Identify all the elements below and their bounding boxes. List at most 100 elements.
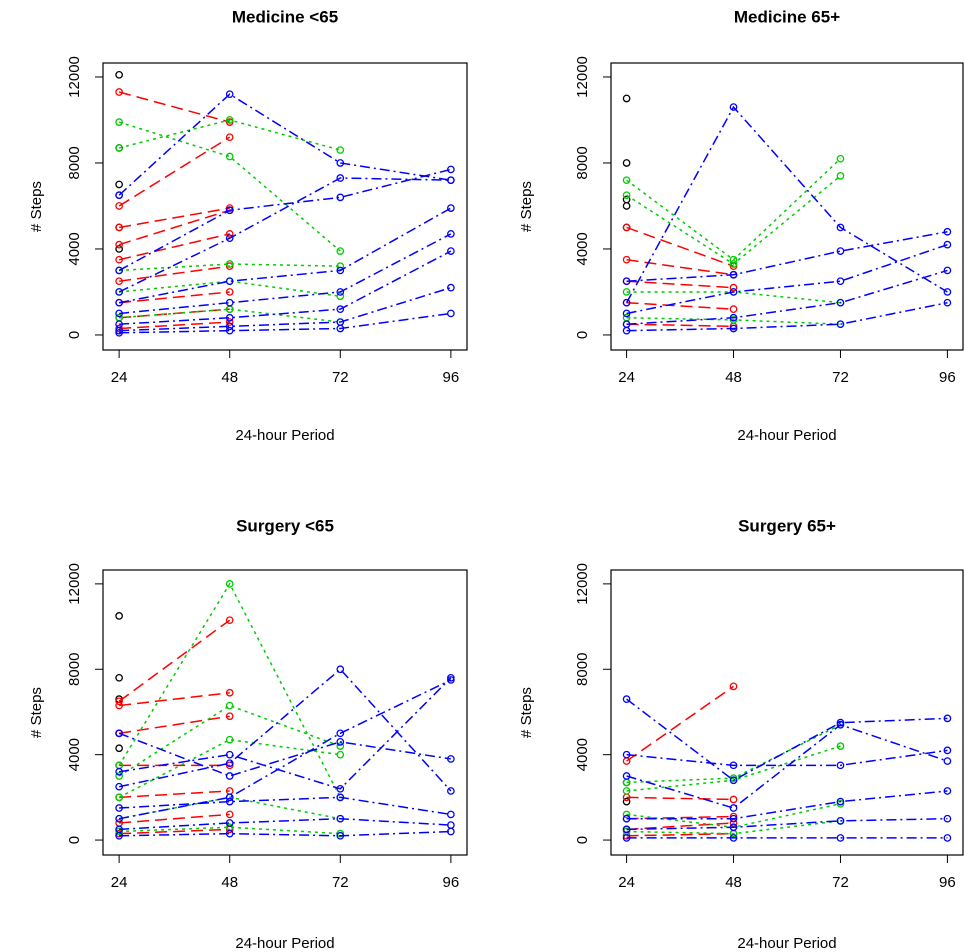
series-line bbox=[118, 582, 341, 798]
point bbox=[836, 834, 845, 842]
panel: Medicine 65+ 24-hour Period # Steps 24 48 72 9… bbox=[518, 7, 964, 444]
point bbox=[943, 714, 952, 723]
panel: Medicine <65 24-hour Period # Steps 24 48 72 9… bbox=[28, 7, 468, 444]
series-line bbox=[119, 692, 230, 707]
plot-box bbox=[610, 569, 964, 856]
series-line bbox=[119, 308, 341, 323]
point bbox=[943, 814, 952, 823]
point bbox=[622, 834, 631, 842]
point bbox=[225, 797, 234, 806]
point bbox=[729, 316, 738, 324]
point bbox=[115, 612, 123, 620]
point bbox=[447, 810, 455, 819]
point bbox=[943, 746, 952, 755]
point bbox=[225, 260, 234, 268]
x-tick-label: 72 bbox=[832, 369, 849, 386]
point bbox=[225, 206, 234, 215]
point bbox=[336, 266, 345, 275]
series-line bbox=[119, 233, 452, 315]
point bbox=[225, 580, 234, 588]
series-line bbox=[119, 790, 230, 799]
point bbox=[115, 298, 123, 307]
y-tick-label: 4000 bbox=[574, 738, 591, 771]
point bbox=[225, 326, 234, 335]
point bbox=[729, 834, 738, 842]
y-tick-label: 8000 bbox=[66, 146, 83, 179]
y-tick-label: 0 bbox=[574, 331, 591, 339]
point bbox=[336, 750, 345, 759]
point bbox=[115, 266, 123, 275]
series-line bbox=[119, 828, 230, 835]
point bbox=[115, 814, 123, 823]
point bbox=[115, 744, 123, 753]
point bbox=[729, 804, 738, 812]
series-line bbox=[626, 291, 841, 304]
point bbox=[336, 831, 345, 840]
point bbox=[836, 298, 845, 307]
series-line bbox=[119, 796, 451, 816]
series-line bbox=[119, 250, 452, 325]
point bbox=[447, 247, 455, 255]
point bbox=[836, 223, 845, 232]
y-axis-label: # Steps bbox=[28, 687, 45, 738]
point bbox=[225, 750, 234, 759]
point bbox=[225, 204, 234, 212]
point bbox=[336, 729, 345, 738]
series-line bbox=[118, 136, 231, 207]
series-line bbox=[626, 822, 734, 831]
y-axis-label: # Steps bbox=[518, 181, 535, 232]
series-line bbox=[118, 121, 341, 252]
point bbox=[729, 324, 738, 333]
panel: Surgery 65+ 24-hour Period # Steps 24 48 72 96… bbox=[518, 516, 964, 952]
series-line bbox=[118, 679, 452, 820]
series-line bbox=[626, 301, 734, 310]
series-line bbox=[118, 704, 341, 777]
point bbox=[622, 825, 631, 834]
point bbox=[622, 787, 631, 795]
point bbox=[729, 682, 738, 691]
point bbox=[836, 154, 845, 163]
x-tick-label: 24 bbox=[111, 874, 128, 891]
point bbox=[115, 782, 123, 791]
chart-title: Medicine <65 bbox=[232, 7, 338, 26]
y-tick-label: 0 bbox=[574, 836, 591, 844]
point bbox=[336, 146, 345, 154]
series-line bbox=[119, 817, 451, 831]
point bbox=[115, 144, 123, 152]
series-line bbox=[119, 263, 341, 272]
point bbox=[115, 804, 123, 812]
point bbox=[225, 819, 234, 827]
point bbox=[336, 159, 345, 167]
point bbox=[447, 176, 455, 185]
plot-box bbox=[102, 62, 468, 351]
point bbox=[943, 298, 952, 307]
series-line bbox=[626, 820, 841, 835]
series-line bbox=[118, 93, 451, 196]
point bbox=[336, 292, 345, 301]
point bbox=[729, 288, 738, 296]
point bbox=[115, 277, 123, 286]
point bbox=[836, 761, 845, 770]
series-line bbox=[626, 269, 948, 325]
point bbox=[622, 298, 631, 307]
point bbox=[336, 174, 345, 182]
point bbox=[336, 784, 345, 793]
series-line bbox=[626, 317, 841, 325]
chart-title: Medicine 65+ bbox=[734, 7, 840, 26]
point bbox=[622, 309, 631, 318]
point bbox=[225, 759, 234, 768]
point bbox=[336, 324, 345, 333]
point bbox=[115, 223, 123, 232]
x-tick-label: 96 bbox=[443, 369, 460, 386]
y-axis-label: # Steps bbox=[28, 181, 45, 232]
series-line bbox=[118, 177, 451, 293]
series-line bbox=[626, 175, 841, 265]
x-axis-label: 24-hour Period bbox=[235, 427, 334, 444]
point bbox=[115, 288, 123, 296]
point bbox=[943, 240, 952, 249]
point bbox=[115, 673, 123, 682]
point bbox=[225, 90, 234, 99]
point bbox=[447, 309, 455, 318]
series-line bbox=[119, 830, 451, 837]
